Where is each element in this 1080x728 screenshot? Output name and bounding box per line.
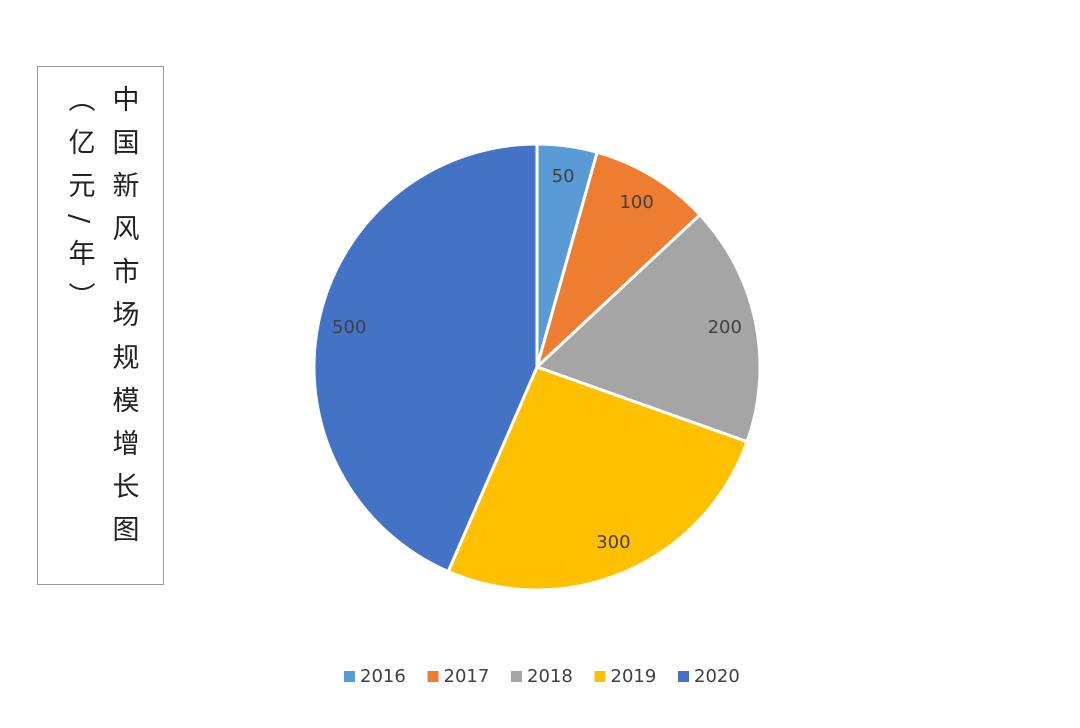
chart-title: 中国新风市场规模增长图 [107,85,139,558]
legend-label: 2016 [360,666,406,687]
pie-slice [312,142,539,574]
chart-subtitle: （亿元/年） [63,85,95,326]
legend-swatch [344,671,355,682]
legend-swatch [427,671,439,682]
title-box: 中国新风市场规模增长图 （亿元/年） [37,66,164,585]
data-label: 200 [708,317,742,338]
legend-label: 2017 [444,666,490,687]
pie-slice [534,150,703,372]
pie-slice [534,212,762,444]
data-label: 500 [332,317,366,338]
data-label: 50 [552,166,575,187]
legend-label: 2019 [611,666,657,687]
data-label: 100 [619,192,653,213]
legend-label: 2018 [527,666,573,687]
pie-slice [446,365,750,592]
legend-swatch [594,671,606,682]
legend-swatch [678,671,689,682]
data-label: 300 [596,532,630,553]
legend-swatch [511,671,522,682]
legend-label: 2020 [694,666,740,687]
